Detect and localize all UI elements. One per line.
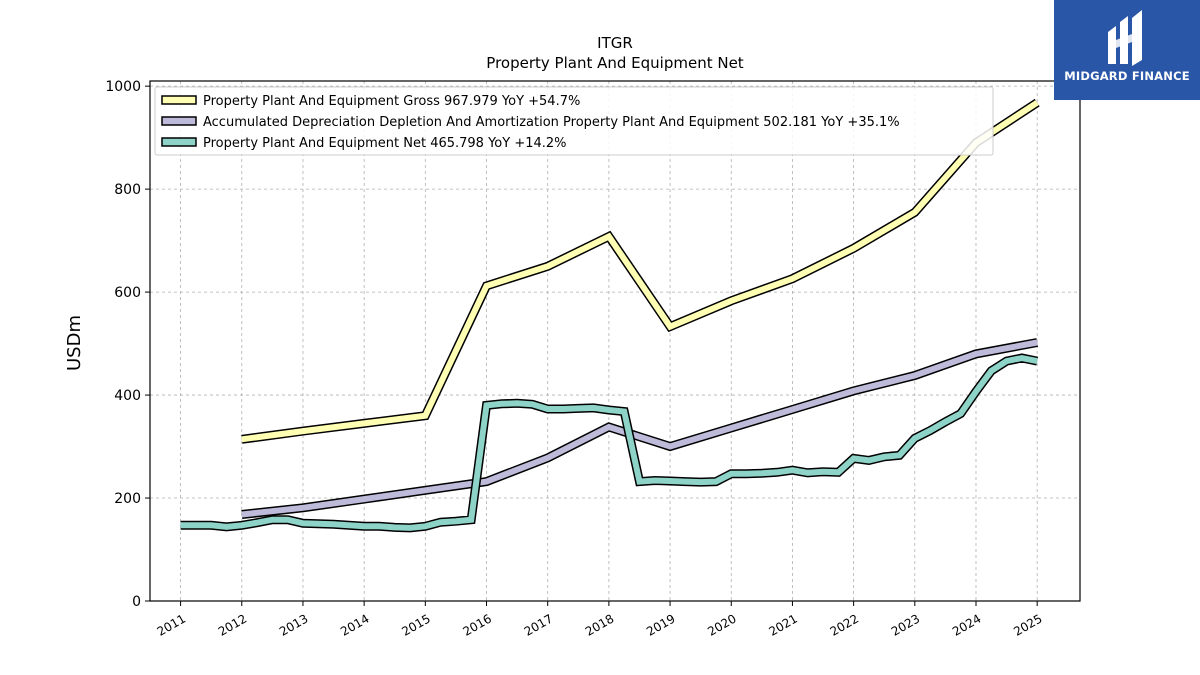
- x-tick-label: 2012: [216, 611, 249, 638]
- series-3: [180, 353, 1039, 533]
- midgard-finance-logo: MIDGARD FINANCE: [1054, 0, 1200, 100]
- x-tick-label: 2011: [155, 611, 188, 638]
- plot-frame: [149, 80, 1081, 602]
- series-2: [241, 338, 1039, 519]
- x-tick-label: 2021: [766, 611, 799, 638]
- chart-subtitle: Property Plant And Equipment Net: [486, 54, 743, 72]
- y-tick-label: 0: [132, 594, 141, 610]
- legend-swatch: [161, 137, 197, 147]
- series-1: [241, 98, 1040, 444]
- y-tick-label: 400: [114, 388, 141, 404]
- x-tick-label: 2018: [583, 611, 616, 638]
- chart-title: ITGR: [597, 34, 633, 52]
- series-line: [180, 354, 1038, 531]
- y-tick-label: 1000: [105, 79, 141, 95]
- x-tick-label: 2025: [1011, 611, 1044, 638]
- x-tick-label: 2020: [705, 611, 738, 638]
- x-axis: 2011 2012 2013 2014 2015 2016 2017 2018 2019 2020…: [155, 601, 1045, 639]
- y-tick-label: 600: [114, 285, 141, 301]
- grid: [150, 81, 1080, 601]
- y-axis-label: USDm: [64, 315, 85, 371]
- y-tick-label: 200: [114, 491, 141, 507]
- y-axis: 0 200 400 600 800 1000: [105, 79, 150, 610]
- x-tick-label: 2015: [399, 611, 432, 638]
- legend-box: [154, 86, 994, 156]
- x-tick-label: 2016: [461, 611, 494, 638]
- x-tick-label: 2023: [889, 611, 922, 638]
- legend-swatch: [161, 116, 197, 126]
- series-line-outline: [241, 338, 1039, 519]
- series-layer: [180, 98, 1040, 533]
- series-line: [241, 339, 1038, 518]
- legend: Property Plant And Equipment Gross 967.9…: [154, 86, 994, 156]
- legend-swatch: [161, 95, 197, 105]
- x-tick-label: 2014: [338, 611, 371, 638]
- x-tick-label: 2024: [950, 611, 983, 638]
- x-tick-label: 2013: [277, 611, 310, 638]
- midgard-logo-icon: [1108, 10, 1142, 66]
- legend-entry: Accumulated Depreciation Depletion And A…: [203, 115, 900, 130]
- legend-entry: Property Plant And Equipment Gross 967.9…: [203, 94, 580, 109]
- x-tick-label: 2022: [828, 611, 861, 638]
- legend-entry: Property Plant And Equipment Net 465.798…: [203, 136, 567, 151]
- x-tick-label: 2017: [522, 611, 555, 638]
- y-tick-label: 800: [114, 182, 141, 198]
- x-tick-label: 2019: [644, 611, 677, 638]
- logo-text: MIDGARD FINANCE: [1064, 69, 1190, 83]
- series-line: [241, 100, 1039, 443]
